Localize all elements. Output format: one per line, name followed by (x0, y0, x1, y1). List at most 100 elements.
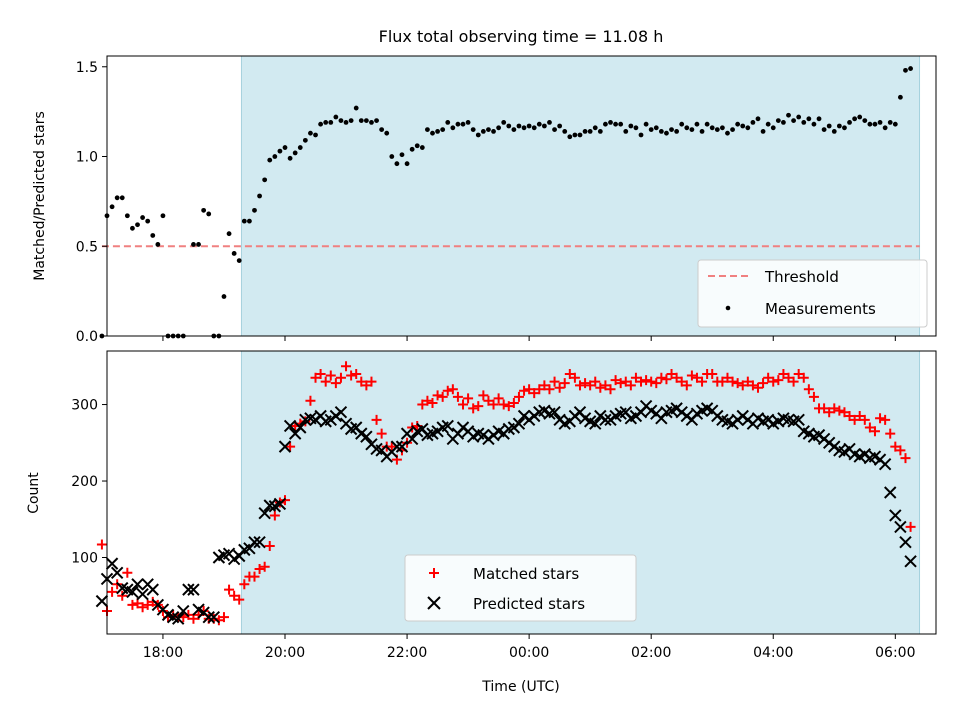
predicted-star-point (182, 583, 195, 596)
measurement-point (328, 120, 334, 125)
matched-star-point (483, 395, 494, 406)
matched-star-point (137, 602, 148, 613)
matched-star-point (218, 612, 229, 623)
predicted-star-point (273, 497, 287, 511)
top-y-ticks: 0.0 0.5 1.0 1.5 (76, 60, 107, 345)
measurement-point (725, 130, 730, 136)
measurement-point (775, 118, 781, 124)
matched-star-point (636, 376, 647, 387)
measurement-point (740, 123, 746, 129)
measurement-point (714, 127, 720, 132)
measurement-point (760, 128, 766, 134)
matched-star-point (666, 368, 677, 379)
matched-star-point (885, 428, 896, 439)
y-tick-label: 1.5 (76, 60, 98, 76)
matched-star-point (254, 563, 265, 574)
matched-star-point (803, 384, 814, 395)
measurement-point (603, 121, 608, 127)
measurement-point (475, 132, 481, 138)
matched-star-point (356, 376, 367, 387)
measurement-point (374, 118, 379, 124)
legend-matched-label: Matched stars (473, 565, 579, 583)
matched-star-point (452, 391, 463, 402)
matched-star-point (585, 380, 596, 391)
measurement-point (704, 121, 710, 127)
measurement-point (145, 218, 151, 224)
matched-star-point (519, 385, 530, 396)
matched-star-point (458, 399, 469, 410)
matched-star-point (361, 380, 372, 391)
matched-star-point (574, 380, 585, 391)
matched-star-point (320, 376, 331, 387)
matched-star-point (386, 441, 397, 452)
predicted-star-point (884, 486, 897, 499)
measurement-point (226, 231, 232, 237)
legend-predicted-label: Predicted stars (473, 595, 585, 613)
matched-star-point (569, 372, 580, 383)
measurement-point (811, 121, 817, 127)
measurement-point (908, 66, 913, 71)
measurement-point (501, 120, 507, 125)
predicted-star-point (146, 583, 159, 596)
measurement-point (521, 125, 527, 131)
matched-star-point (142, 599, 153, 610)
matched-star-point (335, 372, 346, 383)
measurement-point (435, 128, 440, 134)
measurement-point (430, 130, 435, 136)
predicted-star-point (599, 413, 612, 427)
measurement-point (135, 222, 140, 228)
measurement-point (313, 132, 318, 138)
matched-star-point (656, 372, 667, 383)
top-y-axis-label: Matched/Predicted stars (32, 111, 48, 281)
measurement-point (903, 67, 908, 73)
matched-star-point (437, 391, 448, 402)
measurement-point (358, 118, 364, 124)
measurement-point (816, 116, 822, 122)
predicted-star-point (263, 499, 276, 512)
measurement-point (877, 120, 883, 125)
matched-star-point (905, 521, 916, 532)
matched-star-point (234, 594, 245, 605)
measurement-point (369, 120, 374, 125)
measurement-point (577, 132, 583, 138)
measurement-point (455, 121, 461, 127)
measurement-point (201, 207, 207, 213)
top-axes-frame (106, 55, 937, 337)
predicted-star-point (405, 432, 419, 446)
matched-star-point (793, 368, 804, 379)
predicted-star-point (258, 506, 271, 520)
matched-star-point (819, 403, 830, 414)
matched-star-point (808, 391, 819, 402)
measurement-point (745, 125, 751, 131)
matched-star-point (259, 561, 270, 572)
predicted-star-point (395, 440, 409, 453)
predicted-star-point (283, 419, 297, 433)
measurement-point (506, 123, 512, 129)
measurement-point (653, 125, 659, 131)
top-legend: Threshold Measurements (697, 259, 928, 328)
measurement-point (196, 242, 201, 247)
measurement-point (842, 125, 847, 131)
measurement-point (231, 251, 237, 256)
measurement-point (857, 114, 863, 120)
measurement-point (562, 128, 568, 134)
measurement-point (821, 127, 827, 132)
y-tick-label: 1.0 (76, 150, 98, 166)
measurement-point (236, 258, 242, 264)
measurement-point (887, 120, 893, 125)
matched-star-point (681, 380, 692, 391)
measurement-point (318, 121, 324, 127)
matched-star-point (600, 380, 611, 391)
measurement-point (587, 128, 593, 134)
x-tick-label: 18:00 (143, 645, 183, 661)
measurement-point (796, 114, 802, 120)
matched-star-point (513, 391, 524, 402)
matched-star-point (615, 378, 626, 389)
measurement-point (613, 121, 618, 127)
predicted-star-point (171, 612, 185, 625)
measurement-point (765, 121, 771, 127)
matched-star-point (732, 378, 743, 389)
matched-star-point (564, 368, 575, 379)
predicted-star-point (589, 417, 602, 430)
x-tick-label: 04:00 (753, 645, 793, 661)
